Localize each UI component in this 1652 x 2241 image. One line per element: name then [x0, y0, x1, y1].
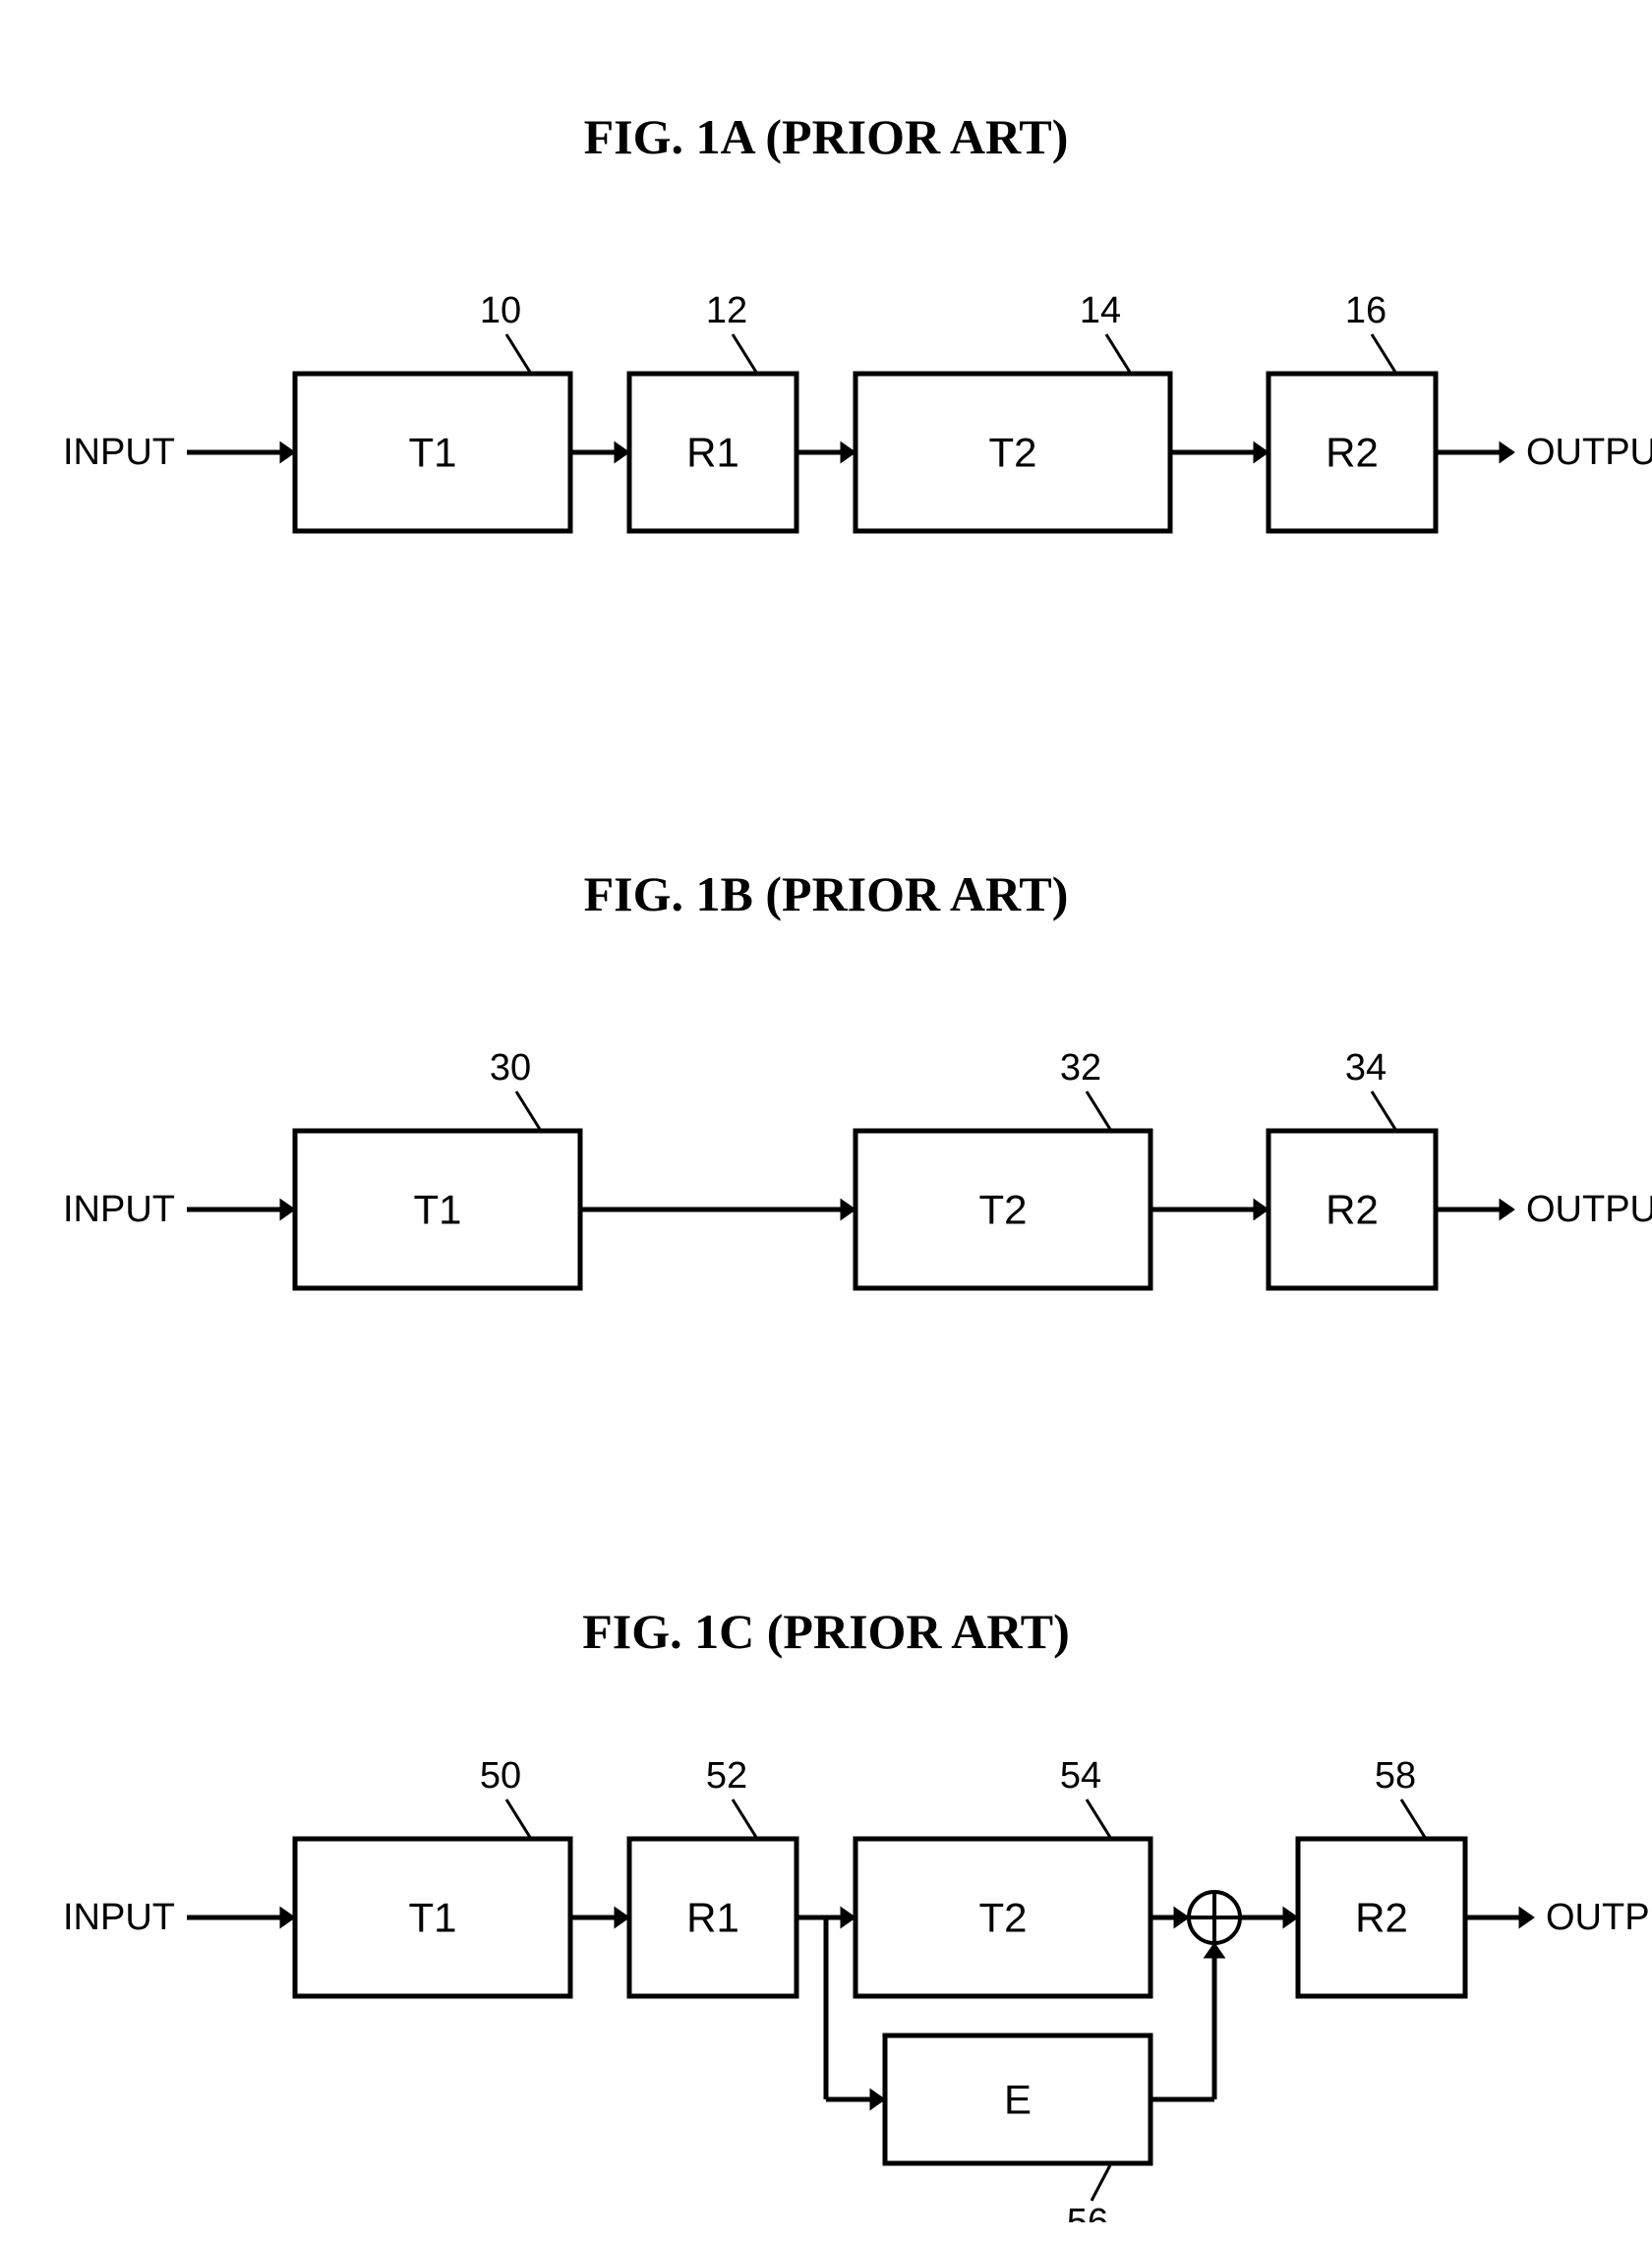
ref-number: 54	[1060, 1755, 1101, 1797]
figure-title-B: FIG. 1B (PRIOR ART)	[0, 865, 1652, 922]
ref-number: 34	[1345, 1047, 1386, 1089]
arrow	[796, 442, 856, 463]
ref-number: 32	[1060, 1047, 1101, 1089]
ref-number: 10	[480, 290, 521, 331]
ref-number: 56	[1067, 2202, 1108, 2222]
figure-A: INPUT T1 10 R1 12 T2 14 R2 16 OUTPUT	[0, 216, 1652, 590]
ref-number: 58	[1375, 1755, 1416, 1797]
block-r2: R2 34	[1268, 1047, 1436, 1288]
arrow	[187, 1908, 295, 1928]
arrow	[1436, 442, 1514, 463]
output-label: OUTPUT	[1546, 1897, 1652, 1938]
block-label: R1	[686, 430, 739, 476]
block-label: T2	[978, 1895, 1027, 1941]
block-t2: T2 32	[856, 1047, 1150, 1288]
ref-number: 16	[1345, 290, 1386, 331]
output-label: OUTPUT	[1526, 432, 1652, 473]
arrow	[1240, 1908, 1298, 1928]
input-label: INPUT	[63, 432, 175, 473]
input-label: INPUT	[63, 1897, 175, 1938]
block-label: T2	[978, 1187, 1027, 1233]
output-label: OUTPUT	[1526, 1189, 1652, 1230]
block-r2: R2 16	[1268, 290, 1436, 531]
block-label: E	[1004, 2077, 1032, 2123]
ref-number: 12	[706, 290, 747, 331]
ref-number: 52	[706, 1755, 747, 1797]
block-t2: T2 54	[856, 1755, 1150, 1996]
arrow	[1170, 442, 1268, 463]
arrow	[826, 2090, 885, 2110]
figure-C: INPUT T1 50 R1 52 T2 54 R2 58 OUTPUT E 56	[0, 1711, 1652, 2222]
arrowhead	[1205, 1943, 1225, 1958]
arrow	[826, 1908, 856, 1928]
block-r1: R1 52	[629, 1755, 796, 1996]
block-r1: R1 12	[629, 290, 796, 531]
ref-number: 30	[490, 1047, 531, 1089]
arrow	[580, 1200, 856, 1220]
block-label: R1	[686, 1895, 739, 1941]
arrowhead	[1174, 1908, 1189, 1928]
block-t1: T1 10	[295, 290, 570, 531]
arrow	[1465, 1908, 1534, 1928]
figure-B: INPUT T1 30 T2 32 R2 34 OUTPUT	[0, 973, 1652, 1347]
block-label: T1	[408, 1895, 456, 1941]
ref-number: 50	[480, 1755, 521, 1797]
arrow	[187, 442, 295, 463]
figure-title-A: FIG. 1A (PRIOR ART)	[0, 108, 1652, 165]
summing-junction	[1189, 1892, 1240, 1943]
arrow	[187, 1200, 295, 1220]
block-label: R2	[1326, 1187, 1379, 1233]
arrow	[570, 1908, 629, 1928]
page: FIG. 1A (PRIOR ART) INPUT T1 10 R1 12 T2 14 R2 16…	[0, 0, 1652, 2241]
figure-title-C: FIG. 1C (PRIOR ART)	[0, 1603, 1652, 1660]
arrow	[1150, 1908, 1189, 1928]
ref-number: 14	[1080, 290, 1121, 331]
block-label: T1	[413, 1187, 461, 1233]
arrow	[1205, 1943, 1225, 2099]
block-label: R2	[1355, 1895, 1408, 1941]
arrow	[1436, 1200, 1514, 1220]
block-e: E 56	[885, 2035, 1150, 2222]
input-label: INPUT	[63, 1189, 175, 1230]
block-r2: R2 58	[1298, 1755, 1465, 1996]
arrow	[570, 442, 629, 463]
block-t1: T1 50	[295, 1755, 570, 1996]
block-t1: T1 30	[295, 1047, 580, 1288]
arrowhead	[1519, 1908, 1534, 1928]
arrowhead	[1500, 442, 1514, 463]
arrowhead	[1500, 1200, 1514, 1220]
block-label: R2	[1326, 430, 1379, 476]
block-label: T2	[988, 430, 1036, 476]
block-label: T1	[408, 430, 456, 476]
arrow	[1150, 1200, 1268, 1220]
block-t2: T2 14	[856, 290, 1170, 531]
